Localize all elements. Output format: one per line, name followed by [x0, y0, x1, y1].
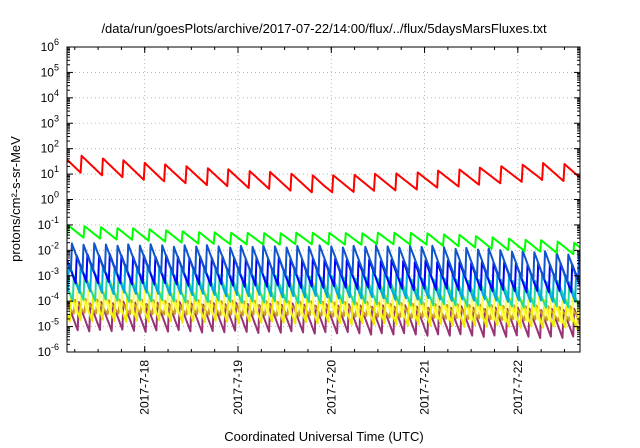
x-tick-label: 2017-7-20 — [324, 360, 338, 415]
y-tick-base: 10 — [38, 218, 52, 232]
y-tick-label: 100 — [41, 190, 59, 207]
y-tick-exponent: 0 — [54, 190, 59, 200]
y-tick-base: 10 — [41, 116, 55, 130]
y-tick-label: 10-4 — [38, 291, 59, 308]
y-tick-label: 102 — [41, 139, 59, 156]
plot-area — [67, 154, 580, 339]
y-tick-base: 10 — [41, 40, 55, 54]
y-tick-exponent: 2 — [54, 139, 59, 149]
y-tick-exponent: 5 — [54, 62, 59, 72]
y-tick-base: 10 — [41, 193, 55, 207]
y-tick-exponent: 1 — [54, 164, 59, 174]
y-tick-base: 10 — [41, 91, 55, 105]
y-tick-exponent: -4 — [51, 291, 59, 301]
y-axis-label: protons/cm²-s-sr-MeV — [8, 136, 23, 262]
y-tick-exponent: 4 — [54, 88, 59, 98]
y-tick-exponent: -3 — [51, 266, 59, 276]
y-tick-base: 10 — [41, 167, 55, 181]
y-tick-exponent: -2 — [51, 240, 59, 250]
y-tick-label: 10-1 — [38, 215, 59, 232]
series-line — [67, 154, 580, 194]
y-tick-base: 10 — [38, 294, 52, 308]
y-tick-label: 101 — [41, 164, 59, 181]
x-axis: 2017-7-18 2017-7-19 2017-7-20 2017-7-21 2017… — [74, 47, 565, 415]
y-tick-base: 10 — [41, 142, 55, 156]
x-tick-label: 2017-7-19 — [231, 360, 245, 415]
y-tick-exponent: 6 — [54, 37, 59, 47]
y-tick-label: 103 — [41, 113, 59, 130]
x-tick-label: 2017-7-22 — [511, 360, 525, 415]
x-tick-label: 2017-7-18 — [138, 360, 152, 415]
y-tick-label: 104 — [41, 88, 59, 105]
y-tick-base: 10 — [38, 243, 52, 257]
chart-title: /data/run/goesPlots/archive/2017-07-22/1… — [101, 21, 547, 36]
y-tick-base: 10 — [38, 345, 52, 359]
x-tick-label: 2017-7-21 — [418, 360, 432, 415]
x-axis-label: Coordinated Universal Time (UTC) — [224, 429, 423, 444]
y-tick-exponent: 3 — [54, 113, 59, 123]
y-axis: 10-610-510-410-310-210-11001011021031041… — [38, 37, 580, 359]
y-tick-label: 10-6 — [38, 342, 59, 359]
series-line — [67, 224, 580, 256]
y-tick-label: 10-3 — [38, 266, 59, 283]
y-tick-base: 10 — [38, 320, 52, 334]
y-tick-label: 106 — [41, 37, 59, 54]
y-tick-label: 10-2 — [38, 240, 59, 257]
y-tick-base: 10 — [38, 269, 52, 283]
y-tick-exponent: -5 — [51, 317, 59, 327]
y-tick-base: 10 — [41, 65, 55, 79]
y-tick-label: 10-5 — [38, 317, 59, 334]
y-tick-label: 105 — [41, 62, 59, 79]
series-line — [67, 242, 580, 284]
series-line — [67, 300, 580, 339]
y-tick-exponent: -1 — [51, 215, 59, 225]
y-tick-exponent: -6 — [51, 342, 59, 352]
